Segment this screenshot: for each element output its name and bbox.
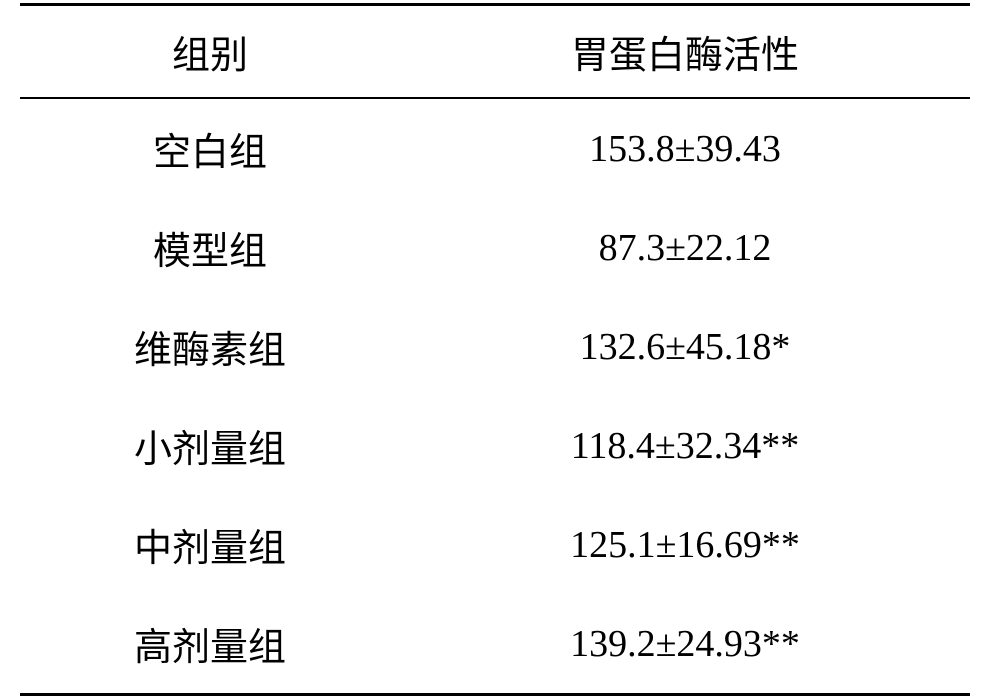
cell-group: 高剂量组 — [20, 594, 400, 695]
column-header-group: 组别 — [20, 5, 400, 99]
cell-group: 模型组 — [20, 198, 400, 297]
cell-activity: 153.8±39.43 — [400, 98, 970, 198]
table-header-row: 组别 胃蛋白酶活性 — [20, 5, 970, 99]
pepsin-activity-table: 组别 胃蛋白酶活性 空白组 153.8±39.43 模型组 87.3±22.12… — [20, 3, 970, 696]
cell-group: 空白组 — [20, 98, 400, 198]
cell-activity: 139.2±24.93** — [400, 594, 970, 695]
table-row: 小剂量组 118.4±32.34** — [20, 396, 970, 495]
table-row: 模型组 87.3±22.12 — [20, 198, 970, 297]
cell-activity: 125.1±16.69** — [400, 495, 970, 594]
table-row: 维酶素组 132.6±45.18* — [20, 297, 970, 396]
cell-activity: 132.6±45.18* — [400, 297, 970, 396]
cell-group: 维酶素组 — [20, 297, 400, 396]
cell-activity: 118.4±32.34** — [400, 396, 970, 495]
data-table-container: 组别 胃蛋白酶活性 空白组 153.8±39.43 模型组 87.3±22.12… — [20, 3, 970, 696]
table-row: 空白组 153.8±39.43 — [20, 98, 970, 198]
cell-group: 小剂量组 — [20, 396, 400, 495]
table-row: 高剂量组 139.2±24.93** — [20, 594, 970, 695]
column-header-activity: 胃蛋白酶活性 — [400, 5, 970, 99]
cell-group: 中剂量组 — [20, 495, 400, 594]
table-row: 中剂量组 125.1±16.69** — [20, 495, 970, 594]
cell-activity: 87.3±22.12 — [400, 198, 970, 297]
